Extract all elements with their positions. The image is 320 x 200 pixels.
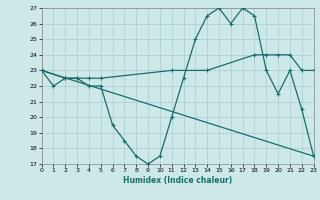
X-axis label: Humidex (Indice chaleur): Humidex (Indice chaleur) (123, 176, 232, 185)
